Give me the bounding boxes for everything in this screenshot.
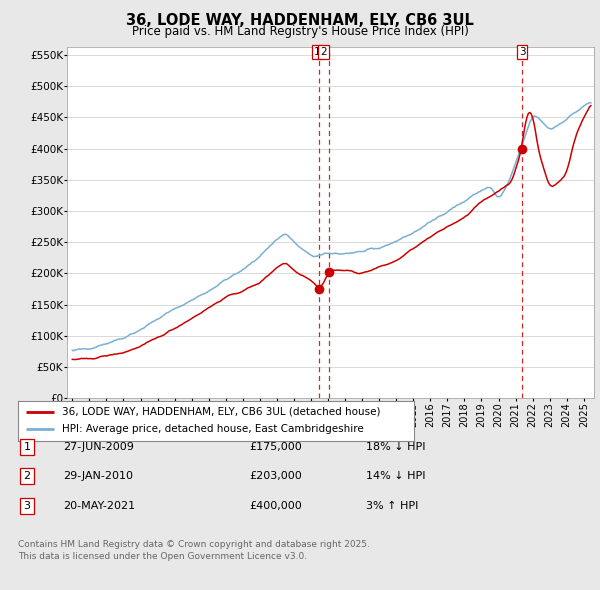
Text: 14% ↓ HPI: 14% ↓ HPI — [366, 471, 425, 481]
Text: 20-MAY-2021: 20-MAY-2021 — [63, 501, 135, 510]
Text: 36, LODE WAY, HADDENHAM, ELY, CB6 3UL (detached house): 36, LODE WAY, HADDENHAM, ELY, CB6 3UL (d… — [62, 407, 380, 417]
Text: 1: 1 — [314, 47, 320, 57]
Text: This data is licensed under the Open Government Licence v3.0.: This data is licensed under the Open Gov… — [18, 552, 307, 560]
Text: 3% ↑ HPI: 3% ↑ HPI — [366, 501, 418, 510]
Text: Contains HM Land Registry data © Crown copyright and database right 2025.: Contains HM Land Registry data © Crown c… — [18, 540, 370, 549]
Text: HPI: Average price, detached house, East Cambridgeshire: HPI: Average price, detached house, East… — [62, 424, 364, 434]
Text: 3: 3 — [519, 47, 526, 57]
Text: 29-JAN-2010: 29-JAN-2010 — [63, 471, 133, 481]
Text: 18% ↓ HPI: 18% ↓ HPI — [366, 442, 425, 451]
Text: £203,000: £203,000 — [249, 471, 302, 481]
Text: £400,000: £400,000 — [249, 501, 302, 510]
Text: 1: 1 — [23, 442, 31, 451]
Text: 3: 3 — [23, 501, 31, 510]
Text: 36, LODE WAY, HADDENHAM, ELY, CB6 3UL: 36, LODE WAY, HADDENHAM, ELY, CB6 3UL — [126, 13, 474, 28]
Text: 2: 2 — [23, 471, 31, 481]
Text: 2: 2 — [320, 47, 327, 57]
Text: £175,000: £175,000 — [249, 442, 302, 451]
Text: 27-JUN-2009: 27-JUN-2009 — [63, 442, 134, 451]
Text: Price paid vs. HM Land Registry's House Price Index (HPI): Price paid vs. HM Land Registry's House … — [131, 25, 469, 38]
